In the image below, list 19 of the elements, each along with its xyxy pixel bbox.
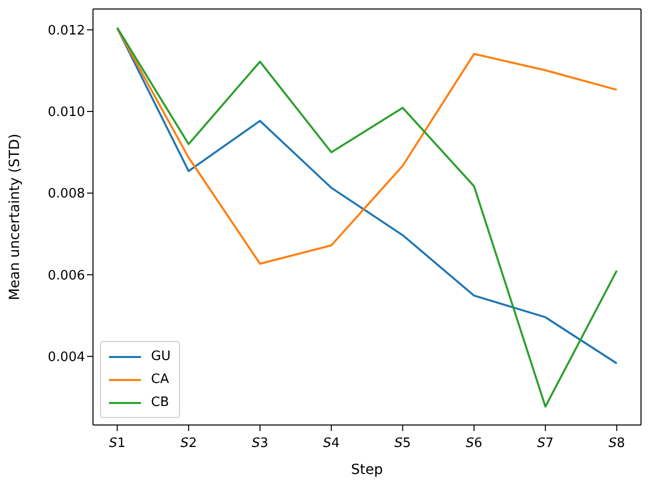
line-series bbox=[116, 27, 618, 265]
legend-label: GU bbox=[151, 349, 171, 364]
y-tick-label: 0.008 bbox=[48, 186, 85, 202]
y-tick-label: 0.004 bbox=[48, 350, 85, 366]
legend-label: CA bbox=[151, 372, 169, 387]
y-tick-label: 0.010 bbox=[48, 105, 85, 120]
x-tick-label: S3 bbox=[252, 436, 268, 451]
y-axis-title: Mean uncertainty (STD) bbox=[6, 134, 23, 300]
y-tick-label: 0.006 bbox=[48, 268, 85, 284]
x-tick-label: S8 bbox=[608, 436, 626, 451]
legend-label: CB bbox=[151, 395, 169, 410]
x-tick-label: S1 bbox=[108, 436, 126, 451]
x-tick-label: S7 bbox=[537, 436, 554, 451]
x-axis-title: Step bbox=[351, 462, 384, 478]
y-tick-label: 0.012 bbox=[48, 23, 85, 38]
x-tick-label: S4 bbox=[323, 436, 340, 451]
x-tick-label: S2 bbox=[180, 436, 197, 451]
x-tick-label: S5 bbox=[394, 436, 411, 451]
x-tick-label: S6 bbox=[466, 436, 482, 451]
